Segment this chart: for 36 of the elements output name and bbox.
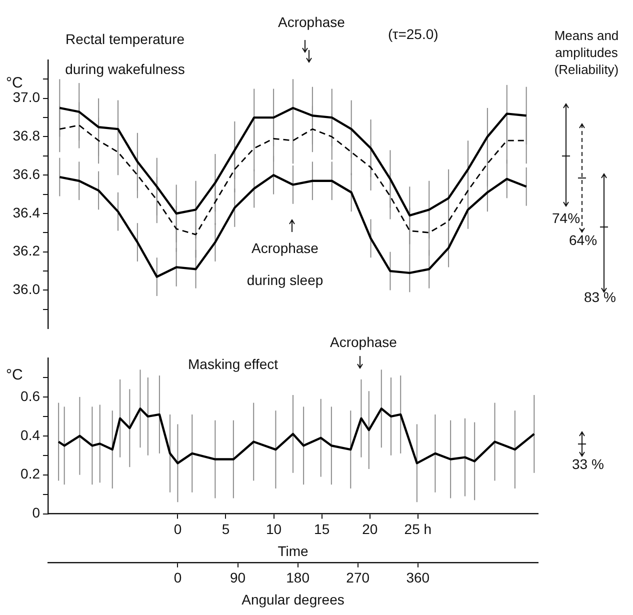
text: (τ=25.0)	[388, 26, 438, 42]
annotation: Masking effect	[188, 356, 278, 372]
y-tick-label: 36.2	[12, 242, 40, 259]
y-tick-label: 0.2	[20, 466, 40, 482]
text: 33 %	[572, 456, 604, 472]
annotation: Rectal temperature during wakefulness	[64, 30, 186, 79]
x2-tick-label: 360	[406, 570, 430, 586]
y-tick-label: 37.0	[12, 89, 40, 106]
y-tick-label: 36.6	[12, 166, 40, 182]
x2-tick-label: 180	[286, 570, 310, 586]
text: Acrophase	[330, 334, 397, 350]
x2-tick-label: 270	[346, 570, 370, 586]
y-tick-label: 36.8	[12, 128, 40, 144]
y-tick-label: 36.4	[12, 204, 40, 220]
x2-tick-label: 0	[174, 570, 182, 586]
y-axis-title: °C	[6, 366, 23, 384]
x2-axis-title: Angular degrees	[242, 591, 344, 608]
y-tick-label: 0.4	[20, 426, 40, 443]
x-tick-label: 25 h	[404, 521, 432, 538]
x2-tick-label: 90	[230, 570, 246, 586]
y-axis-title: °C	[6, 74, 23, 92]
y-tick-label: 0.6	[20, 388, 40, 404]
y-tick-label: 36.0	[12, 281, 40, 298]
text: Acrophase	[278, 14, 345, 30]
text: 83 %	[584, 289, 616, 305]
text: 64%	[569, 232, 598, 248]
x-tick-label: 0	[174, 521, 182, 538]
text: 74%	[552, 210, 580, 226]
x-tick-label: 20	[362, 521, 378, 538]
x-tick-label: 15	[314, 521, 330, 538]
x-tick-label: 5	[222, 521, 230, 538]
annotation: Acrophase during sleep	[246, 239, 324, 290]
text: Means and amplitudes (Reliability)	[553, 27, 620, 78]
x-tick-label: 10	[266, 521, 282, 538]
y-tick-label: 0	[32, 504, 40, 521]
x-axis-title: Time	[278, 542, 309, 559]
